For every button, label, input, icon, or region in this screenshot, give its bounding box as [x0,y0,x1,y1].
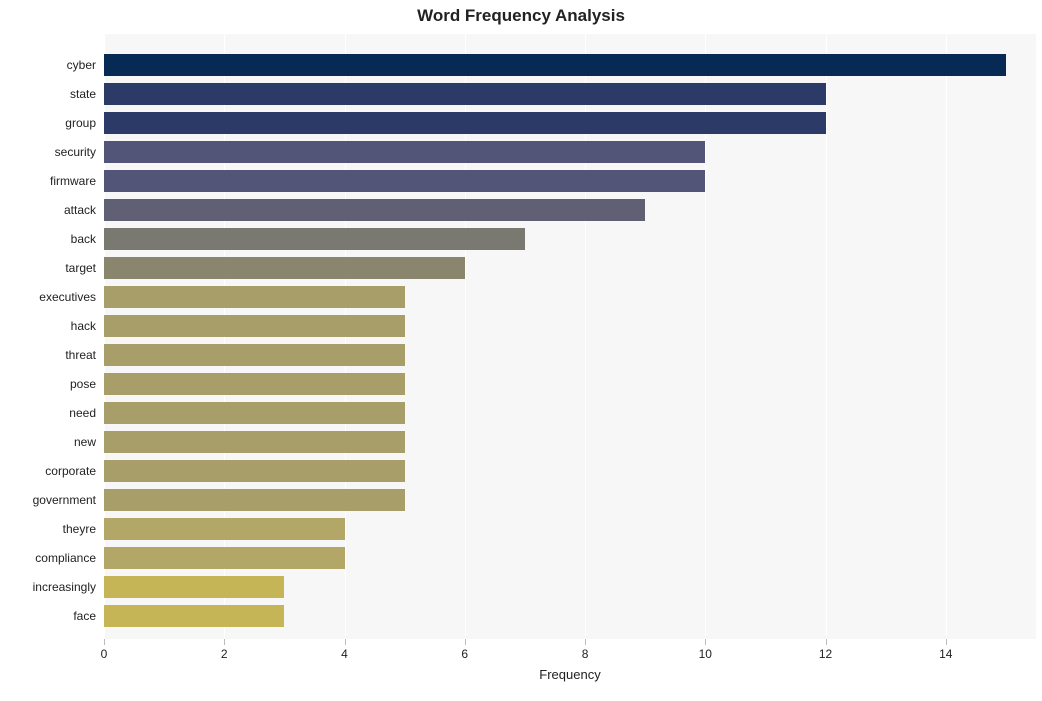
bar [104,141,705,163]
plot-area [104,34,1036,639]
bar [104,83,826,105]
bar [104,228,525,250]
y-tick-label: security [0,145,96,159]
y-tick-label: face [0,609,96,623]
y-tick-label: new [0,435,96,449]
y-tick-label: corporate [0,464,96,478]
bar [104,54,1006,76]
x-tick [465,639,466,645]
y-tick-label: government [0,493,96,507]
y-tick-label: target [0,261,96,275]
y-tick-label: theyre [0,522,96,536]
x-tick [585,639,586,645]
bar [104,518,345,540]
y-tick-label: increasingly [0,580,96,594]
x-tick-label: 2 [221,647,228,661]
y-tick-label: need [0,406,96,420]
x-axis-label: Frequency [539,667,600,682]
y-tick-label: executives [0,290,96,304]
x-tick [224,639,225,645]
x-tick [104,639,105,645]
bar [104,547,345,569]
bar [104,605,284,627]
gridline [946,34,947,639]
y-tick-label: hack [0,319,96,333]
y-tick-label: cyber [0,58,96,72]
bar [104,460,405,482]
x-tick-label: 10 [699,647,712,661]
bar [104,286,405,308]
bar [104,257,465,279]
bar [104,199,645,221]
y-tick-label: back [0,232,96,246]
y-tick-label: threat [0,348,96,362]
bar [104,315,405,337]
bar [104,576,284,598]
bar [104,489,405,511]
x-tick [345,639,346,645]
y-tick-label: state [0,87,96,101]
bar [104,402,405,424]
y-tick-label: pose [0,377,96,391]
x-tick-label: 6 [461,647,468,661]
x-tick [705,639,706,645]
bar [104,112,826,134]
x-tick-label: 4 [341,647,348,661]
bar [104,373,405,395]
gridline [826,34,827,639]
y-tick-label: firmware [0,174,96,188]
x-tick-label: 8 [582,647,589,661]
bar [104,170,705,192]
y-tick-label: group [0,116,96,130]
chart-container: Word Frequency Analysis cyber state group s… [0,0,1042,701]
y-tick-label: attack [0,203,96,217]
x-tick [946,639,947,645]
x-tick [826,639,827,645]
y-tick-label: compliance [0,551,96,565]
bar [104,431,405,453]
chart-title: Word Frequency Analysis [0,0,1042,30]
x-tick-label: 14 [939,647,952,661]
x-tick-label: 12 [819,647,832,661]
bar [104,344,405,366]
x-tick-label: 0 [101,647,108,661]
